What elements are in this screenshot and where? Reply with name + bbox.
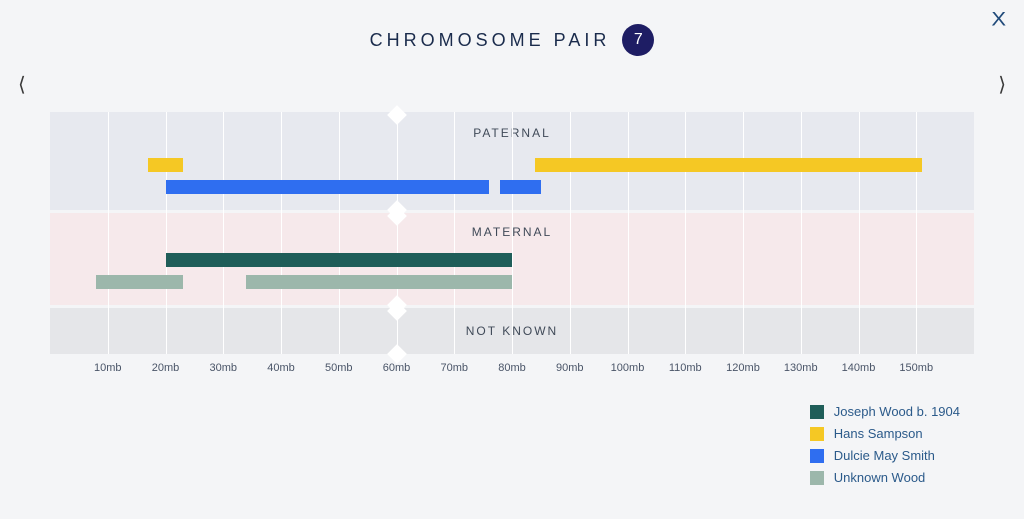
chart-plot-area: PATERNAL MATERNAL NOT KNOWN — [50, 112, 974, 354]
axis-tick-label: 40mb — [267, 362, 295, 374]
axis-tick-label: 140mb — [842, 362, 876, 374]
axis-tick-label: 10mb — [94, 362, 122, 374]
chromosome-segment[interactable] — [96, 275, 183, 289]
chart-x-axis: 10mb 20mb 30mb 40mb 50mb 60mb 70mb 80mb 90mb 100m… — [50, 360, 974, 384]
legend-item[interactable]: Joseph Wood b. 1904 — [810, 404, 960, 419]
chromosome-segment[interactable] — [500, 180, 540, 194]
axis-tick-label: 70mb — [440, 362, 468, 374]
axis-tick-label: 150mb — [899, 362, 933, 374]
section-label-maternal: MATERNAL — [50, 225, 974, 239]
chromosome-segment[interactable] — [148, 158, 183, 172]
chromosome-segment[interactable] — [166, 253, 513, 267]
chart-section-not-known: NOT KNOWN — [50, 308, 974, 354]
axis-tick-label: 80mb — [498, 362, 526, 374]
legend-label: Joseph Wood b. 1904 — [834, 404, 960, 419]
next-chromosome-button[interactable]: ⟩ — [998, 72, 1006, 97]
page-title: CHROMOSOME PAIR — [370, 30, 611, 51]
axis-tick-label: 50mb — [325, 362, 353, 374]
page-title-row: CHROMOSOME PAIR 7 — [0, 0, 1024, 56]
axis-tick-label: 60mb — [383, 362, 411, 374]
close-icon[interactable]: X — [991, 7, 1006, 30]
axis-tick-label: 30mb — [209, 362, 237, 374]
chromosome-segment[interactable] — [166, 180, 489, 194]
legend-label: Hans Sampson — [834, 426, 923, 441]
chromosome-pair-badge: 7 — [622, 24, 654, 56]
axis-tick-label: 110mb — [669, 362, 702, 374]
legend-swatch — [810, 449, 824, 463]
section-label-paternal: PATERNAL — [50, 126, 974, 140]
legend-swatch — [810, 405, 824, 419]
chromosome-chart: PATERNAL MATERNAL NOT KNOWN 10mb 20mb 30mb 40… — [50, 112, 974, 384]
chart-legend: Joseph Wood b. 1904 Hans Sampson Dulcie Ma… — [810, 404, 960, 485]
legend-label: Dulcie May Smith — [834, 448, 935, 463]
legend-item[interactable]: Unknown Wood — [810, 470, 960, 485]
axis-tick-label: 130mb — [784, 362, 818, 374]
legend-item[interactable]: Dulcie May Smith — [810, 448, 960, 463]
chromosome-segment[interactable] — [535, 158, 922, 172]
prev-chromosome-button[interactable]: ⟨ — [18, 72, 26, 97]
legend-label: Unknown Wood — [834, 470, 926, 485]
axis-tick-label: 120mb — [726, 362, 760, 374]
axis-tick-label: 20mb — [152, 362, 180, 374]
axis-tick-label: 90mb — [556, 362, 584, 374]
axis-tick-label: 100mb — [611, 362, 645, 374]
chromosome-segment[interactable] — [246, 275, 512, 289]
legend-swatch — [810, 427, 824, 441]
legend-swatch — [810, 471, 824, 485]
legend-item[interactable]: Hans Sampson — [810, 426, 960, 441]
section-label-not-known: NOT KNOWN — [50, 324, 974, 338]
